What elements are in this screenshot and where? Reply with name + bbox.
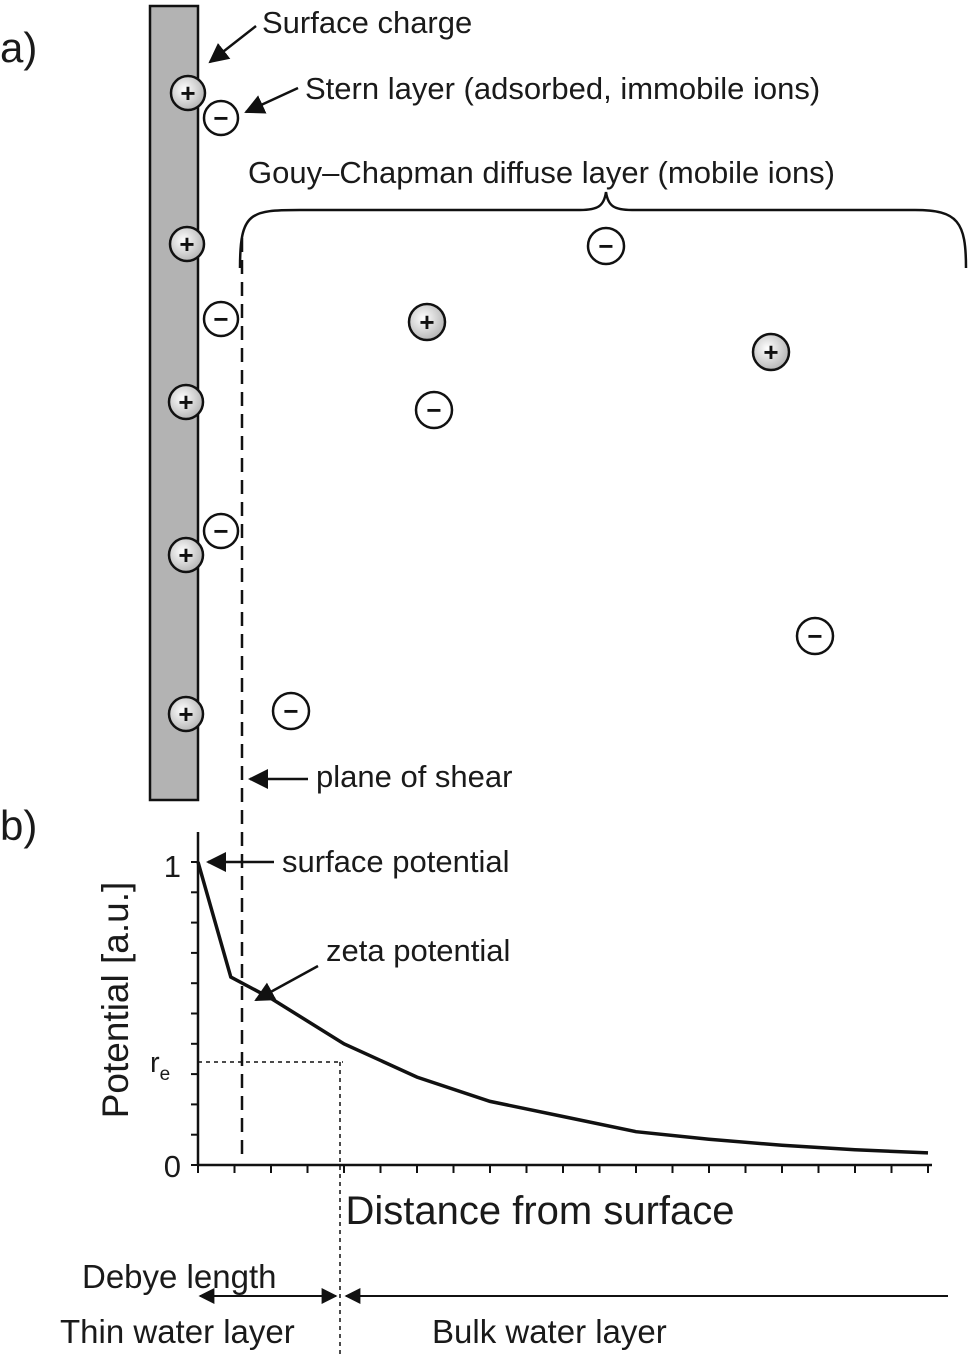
re-label: re xyxy=(150,1047,170,1085)
svg-text:+: + xyxy=(178,387,193,417)
diffuse-anion: − xyxy=(414,390,454,430)
stern-anion: − xyxy=(202,99,240,137)
svg-text:+: + xyxy=(419,307,434,337)
svg-text:+: + xyxy=(178,540,193,570)
surface-cation: + xyxy=(169,74,207,112)
svg-text:−: − xyxy=(213,304,228,334)
surface-cation: + xyxy=(167,695,205,733)
panel-b-label: b) xyxy=(0,802,37,849)
diffuse-anion: − xyxy=(586,226,626,266)
stern-anion: − xyxy=(202,300,240,338)
y-axis-title: Potential [a.u.] xyxy=(95,882,136,1119)
y-axis-ticks xyxy=(191,861,198,1166)
svg-text:+: + xyxy=(179,229,194,259)
svg-text:−: − xyxy=(426,395,441,425)
surface-cation: + xyxy=(167,383,205,421)
zeta-potential-arrow xyxy=(254,964,319,1002)
debye-length-label: Debye length xyxy=(82,1258,276,1295)
y-tick-label: 1 xyxy=(164,849,181,884)
surface-potential-label: surface potential xyxy=(282,844,509,879)
x-axis-title: Distance from surface xyxy=(345,1189,734,1233)
zeta-potential-label: zeta potential xyxy=(326,933,510,968)
surface-cation: + xyxy=(167,536,205,574)
plane-of-shear-label: plane of shear xyxy=(316,759,512,794)
svg-text:−: − xyxy=(213,516,228,546)
y-tick-label: 0 xyxy=(164,1149,181,1184)
svg-text:−: − xyxy=(283,696,298,726)
diffuse-layer-brace xyxy=(238,191,968,269)
diffuse-cation: + xyxy=(407,302,447,342)
surface-cation: + xyxy=(168,225,206,263)
diffuse-layer-label: Gouy–Chapman diffuse layer (mobile ions) xyxy=(248,155,835,190)
svg-text:+: + xyxy=(763,337,778,367)
svg-text:+: + xyxy=(180,78,195,108)
potential-curve xyxy=(196,861,929,1155)
panel-a-label: a) xyxy=(0,24,37,71)
stern-anion: − xyxy=(202,512,240,550)
surface-charge-arrow xyxy=(208,25,257,64)
stern-layer-arrow xyxy=(244,86,299,114)
x-axis-ticks xyxy=(197,1165,929,1173)
diffuse-cation: + xyxy=(751,332,791,372)
thin-water-layer-label: Thin water layer xyxy=(60,1313,295,1350)
diffuse-anion: − xyxy=(795,616,835,656)
svg-text:−: − xyxy=(598,231,613,261)
svg-text:−: − xyxy=(213,103,228,133)
surface-charge-label: Surface charge xyxy=(262,5,472,40)
svg-text:−: − xyxy=(807,621,822,651)
diffuse-anion: − xyxy=(271,691,311,731)
stern-layer-label: Stern layer (adsorbed, immobile ions) xyxy=(305,71,820,106)
bulk-water-layer-label: Bulk water layer xyxy=(432,1313,667,1350)
svg-text:+: + xyxy=(178,699,193,729)
